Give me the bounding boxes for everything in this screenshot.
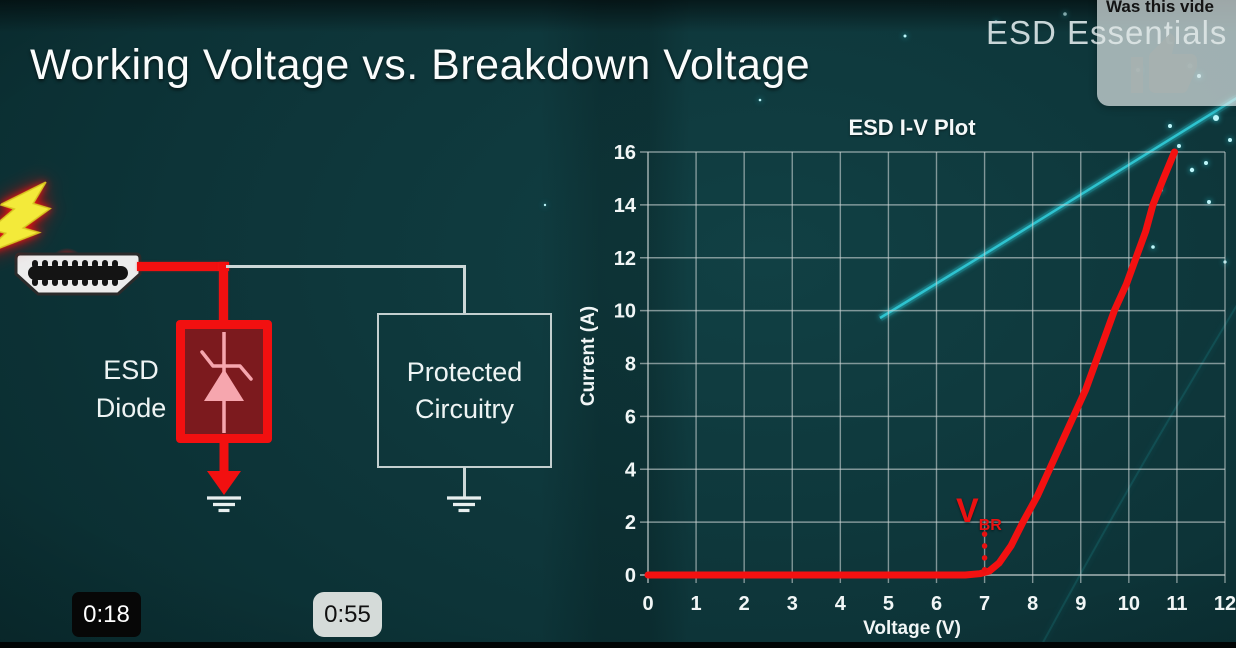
vbr-annotation: VBR (956, 492, 1002, 534)
thumbs-up-icon[interactable] (1121, 30, 1207, 96)
chart-title: ESD I-V Plot (848, 115, 976, 140)
ground-symbol-icon (447, 496, 481, 513)
esd-diode-label: ESD Diode (95, 355, 167, 423)
ground-arrow-red (207, 441, 241, 495)
esd-diode-box (176, 320, 272, 443)
wire-gray-vertical (463, 265, 466, 315)
current-time-chip[interactable]: 0:18 (72, 592, 141, 637)
hdmi-connector-icon (14, 252, 142, 296)
zener-diode-symbol-icon (200, 332, 253, 433)
slide-title: Working Voltage vs. Breakdown Voltage (30, 40, 811, 89)
wire-gray-ground (463, 467, 466, 497)
endscreen-prompt: Was this vide (1106, 0, 1215, 16)
y-axis-label: Current (A) (578, 305, 599, 407)
letterbox-bar (0, 642, 1236, 648)
x-axis-label: Voltage (V) (863, 618, 961, 639)
wire-red-horizontal (137, 262, 229, 271)
endscreen-feedback-popup[interactable]: Was this vide (1097, 0, 1236, 106)
wire-gray-horizontal (226, 265, 466, 268)
ground-symbol-icon (207, 496, 241, 513)
preview-time-chip[interactable]: 0:55 (313, 592, 382, 637)
wire-red-vertical (219, 262, 228, 324)
protected-circuitry-box: Protected Circuitry (377, 313, 552, 468)
